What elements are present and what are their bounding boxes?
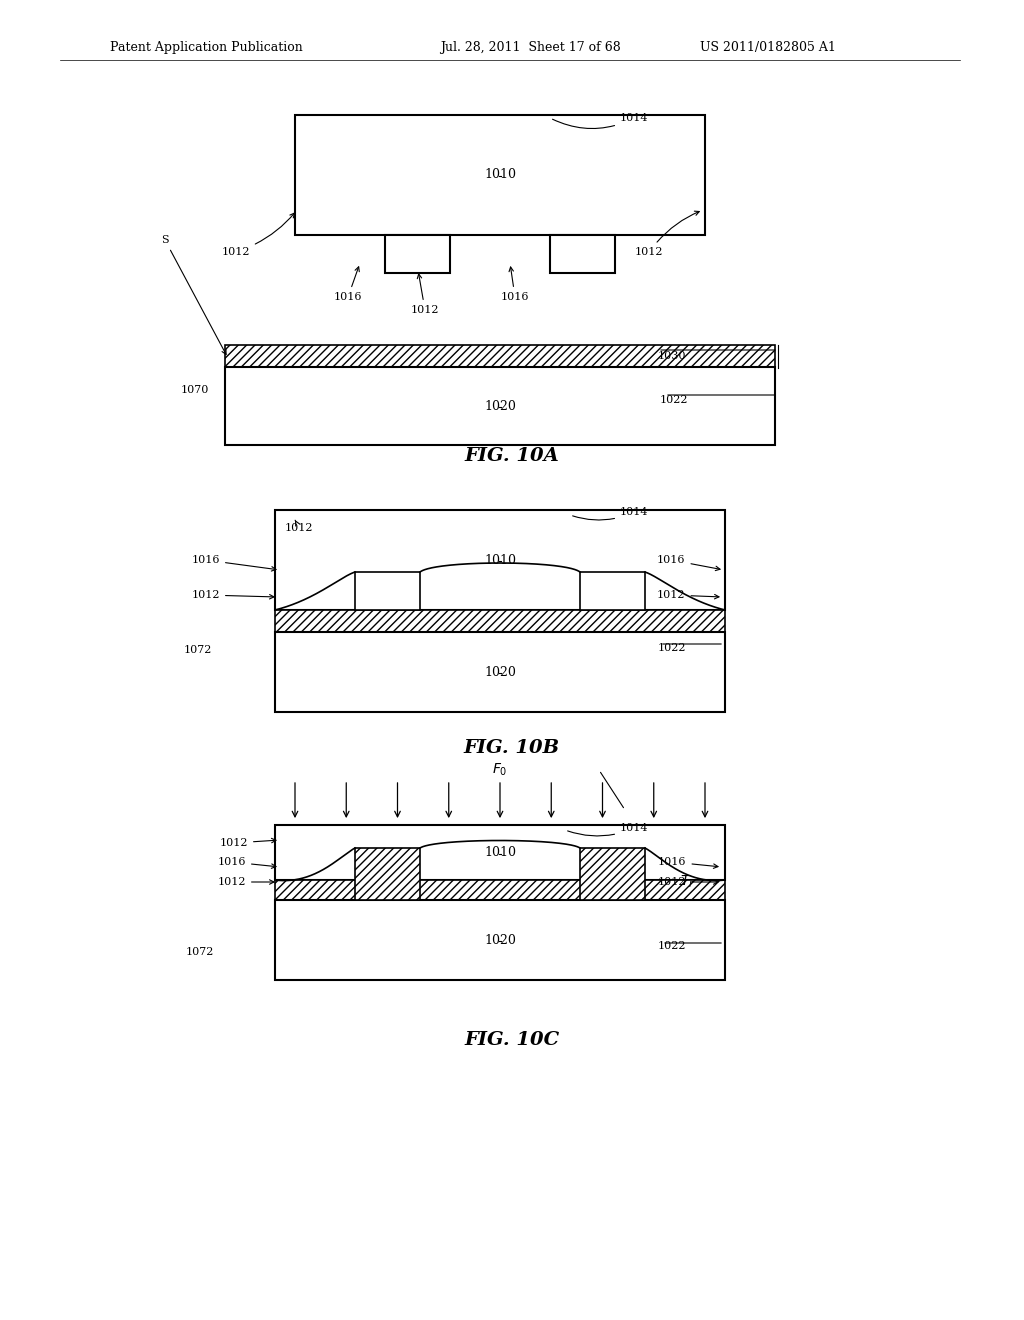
Text: 1012: 1012 bbox=[217, 876, 274, 887]
Bar bbox=[295, 115, 705, 235]
Text: 1012: 1012 bbox=[635, 211, 699, 257]
Bar bbox=[580, 572, 645, 610]
Text: FIG. 10A: FIG. 10A bbox=[465, 447, 559, 465]
Text: S: S bbox=[161, 235, 226, 355]
Text: 1014: 1014 bbox=[553, 114, 648, 128]
Bar bbox=[275, 510, 725, 610]
Text: FIG. 10C: FIG. 10C bbox=[465, 1031, 559, 1049]
Text: 1072: 1072 bbox=[185, 946, 214, 957]
Text: US 2011/0182805 A1: US 2011/0182805 A1 bbox=[700, 41, 836, 54]
Text: 1016: 1016 bbox=[191, 554, 276, 572]
Text: Jul. 28, 2011  Sheet 17 of 68: Jul. 28, 2011 Sheet 17 of 68 bbox=[440, 41, 621, 54]
Text: 1020: 1020 bbox=[484, 665, 516, 678]
Text: 1010: 1010 bbox=[484, 553, 516, 566]
Text: 1020: 1020 bbox=[484, 933, 516, 946]
Text: 1030: 1030 bbox=[658, 351, 686, 360]
Text: 1014: 1014 bbox=[567, 822, 648, 836]
Text: 1072: 1072 bbox=[184, 645, 212, 655]
Text: 1010: 1010 bbox=[484, 169, 516, 181]
Text: Patent Application Publication: Patent Application Publication bbox=[110, 41, 303, 54]
Bar bbox=[275, 610, 725, 632]
Text: 1022: 1022 bbox=[660, 395, 688, 405]
Bar bbox=[385, 235, 450, 273]
Text: 1016: 1016 bbox=[658, 857, 718, 869]
Text: 1012: 1012 bbox=[657, 590, 719, 601]
Text: 1012: 1012 bbox=[221, 213, 295, 257]
Bar bbox=[275, 825, 725, 880]
Bar bbox=[580, 847, 645, 900]
Text: 1016: 1016 bbox=[657, 554, 720, 570]
Text: 1010: 1010 bbox=[484, 846, 516, 859]
Text: $F_0$: $F_0$ bbox=[493, 762, 508, 779]
Bar bbox=[275, 900, 725, 979]
Text: 1070: 1070 bbox=[181, 385, 209, 395]
Text: 1012: 1012 bbox=[411, 275, 439, 315]
Text: 1014: 1014 bbox=[572, 507, 648, 520]
Bar bbox=[225, 367, 775, 445]
Text: $T_r$: $T_r$ bbox=[680, 874, 695, 890]
Text: 1016: 1016 bbox=[217, 857, 276, 869]
Text: FIG. 10B: FIG. 10B bbox=[464, 739, 560, 756]
Bar bbox=[275, 880, 725, 900]
Bar bbox=[275, 632, 725, 711]
Bar bbox=[550, 235, 615, 273]
Text: 1012: 1012 bbox=[285, 520, 313, 533]
Text: 1012: 1012 bbox=[658, 876, 718, 887]
Bar bbox=[355, 847, 420, 900]
Text: 1012: 1012 bbox=[219, 838, 276, 847]
Text: 1022: 1022 bbox=[658, 941, 686, 950]
Bar bbox=[355, 572, 420, 610]
Text: 1012: 1012 bbox=[191, 590, 274, 601]
Text: 1020: 1020 bbox=[484, 400, 516, 412]
Text: 1022: 1022 bbox=[658, 643, 686, 653]
Bar bbox=[225, 345, 775, 367]
Text: 1016: 1016 bbox=[501, 267, 529, 302]
Text: 1016: 1016 bbox=[334, 267, 362, 302]
